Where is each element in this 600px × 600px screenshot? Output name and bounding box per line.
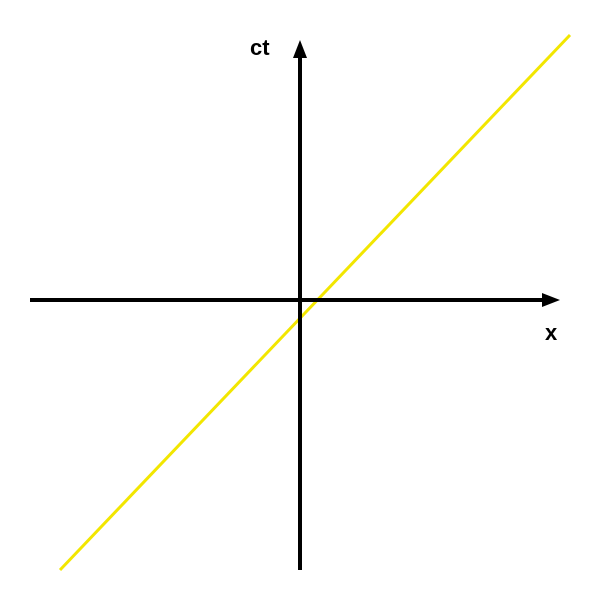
y-axis-arrowhead bbox=[293, 40, 307, 58]
x-axis-label: x bbox=[545, 320, 557, 346]
y-axis-label: ct bbox=[250, 35, 270, 61]
x-axis-arrowhead bbox=[542, 293, 560, 307]
light-worldline bbox=[60, 35, 570, 570]
spacetime-diagram bbox=[0, 0, 600, 600]
